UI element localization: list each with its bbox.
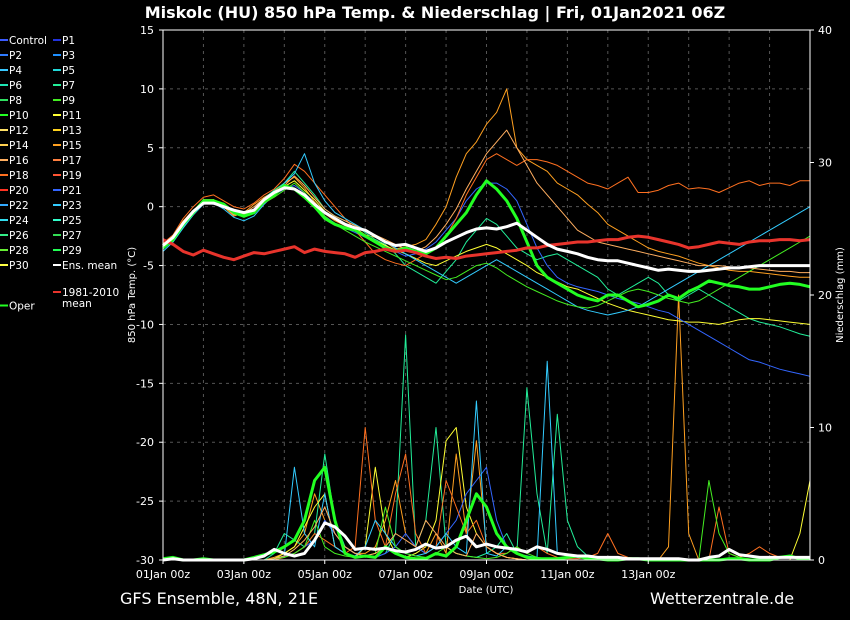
legend-label-p21: P21 xyxy=(62,185,82,197)
legend-label-p11: P11 xyxy=(62,110,82,122)
legend-label-p30: P30 xyxy=(9,260,29,272)
legend-label-p22: P22 xyxy=(9,200,29,212)
temp-line-p9 xyxy=(162,182,811,309)
legend-label-p2: P2 xyxy=(9,50,22,62)
legend-label-p25: P25 xyxy=(62,215,82,227)
legend-label-p4: P4 xyxy=(9,65,22,77)
legend-label-p1: P1 xyxy=(62,35,75,47)
legend-label-p12: P12 xyxy=(9,125,29,137)
legend-label-p6: P6 xyxy=(9,80,22,92)
x-tick-label: 11Jan 00z xyxy=(540,568,594,581)
legend-label-ens-mean: Ens. mean xyxy=(62,260,117,272)
y-tick-label: 5 xyxy=(147,142,154,155)
x-tick-label: 07Jan 00z xyxy=(379,568,433,581)
y-tick-label: -10 xyxy=(136,318,154,331)
y2-tick-label: 10 xyxy=(818,422,832,435)
legend-label-p10: P10 xyxy=(9,110,29,122)
footer-model-label: GFS Ensemble, 48N, 21E xyxy=(120,589,318,608)
legend-label-p26: P26 xyxy=(9,230,29,242)
x-axis: 01Jan 00z 03Jan 00z 05Jan 00z 07Jan 00z 09Ja… xyxy=(136,560,676,581)
legend-label-p23: P23 xyxy=(62,200,82,212)
precip-line-ens-mean xyxy=(162,521,810,562)
temp-line-p7 xyxy=(162,170,811,337)
footer-site-label: Wetterzentrale.de xyxy=(650,589,794,608)
legend-label-p28: P28 xyxy=(9,245,29,257)
y-axis-left: 15 10 5 0 -5 -10 -15 -20 -25 -30 xyxy=(136,24,163,567)
legend-label-oper: Oper xyxy=(9,301,35,313)
legend-label-p29: P29 xyxy=(62,245,82,257)
y-tick-label: -30 xyxy=(136,554,154,567)
y-tick-label: -15 xyxy=(136,377,154,390)
y-tick-label: -5 xyxy=(143,260,154,273)
legend-label-p20: P20 xyxy=(9,185,29,197)
y-tick-label: 15 xyxy=(140,24,154,37)
legend-label-1981-2010-mean: mean xyxy=(62,298,92,310)
legend-label-p7: P7 xyxy=(62,80,75,92)
legend-label-control: Control xyxy=(9,35,47,47)
temp-line-p18 xyxy=(162,153,810,267)
y2-tick-label: 30 xyxy=(818,157,832,170)
y2-tick-label: 20 xyxy=(818,289,832,302)
legend: Control P1 P2 P3 P4 P5 P6 P7 P8 P9 P10 P11 P12 P13 P14… xyxy=(0,35,119,313)
chart-title: Miskolc (HU) 850 hPa Temp. & Niederschla… xyxy=(145,3,726,23)
legend-label-p13: P13 xyxy=(62,125,82,137)
y-tick-label: -25 xyxy=(136,495,154,508)
x-tick-label: 05Jan 00z xyxy=(298,568,352,581)
legend-label-p8: P8 xyxy=(9,95,22,107)
y2-axis-label: Niederschlag (mm) xyxy=(835,247,846,343)
y-axis-label: 850 hPa Temp. (°C) xyxy=(127,247,138,343)
legend-label-p17: P17 xyxy=(62,155,82,167)
temp-line-1981-2010-mean xyxy=(162,234,811,262)
legend-label-p9: P9 xyxy=(62,95,75,107)
x-tick-label: 03Jan 00z xyxy=(217,568,271,581)
legend-label-p5: P5 xyxy=(62,65,75,77)
y-tick-label: 10 xyxy=(140,83,154,96)
x-tick-label: 01Jan 00z xyxy=(136,568,190,581)
legend-label-p27: P27 xyxy=(62,230,82,242)
legend-label-p18: P18 xyxy=(9,170,29,182)
y-tick-label: 0 xyxy=(147,201,154,214)
temp-line-ens-mean xyxy=(162,186,810,273)
legend-label-p24: P24 xyxy=(9,215,29,227)
temp-line-oper xyxy=(162,179,811,309)
grid xyxy=(163,30,810,560)
legend-label-p14: P14 xyxy=(9,140,29,152)
legend-label-p15: P15 xyxy=(62,140,82,152)
y2-tick-label: 40 xyxy=(818,24,832,37)
legend-label-p16: P16 xyxy=(9,155,29,167)
y-axis-right: 40 30 20 10 0 xyxy=(810,24,832,567)
y2-tick-label: 0 xyxy=(818,554,825,567)
x-tick-label: 13Jan 00z xyxy=(621,568,675,581)
x-tick-label: 09Jan 00z xyxy=(459,568,513,581)
legend-label-1981-2010-mean: 1981-2010 xyxy=(62,287,119,299)
x-axis-label: Date (UTC) xyxy=(459,585,514,596)
y-tick-label: -20 xyxy=(136,436,154,449)
legend-label-p19: P19 xyxy=(62,170,82,182)
legend-label-p3: P3 xyxy=(62,50,75,62)
